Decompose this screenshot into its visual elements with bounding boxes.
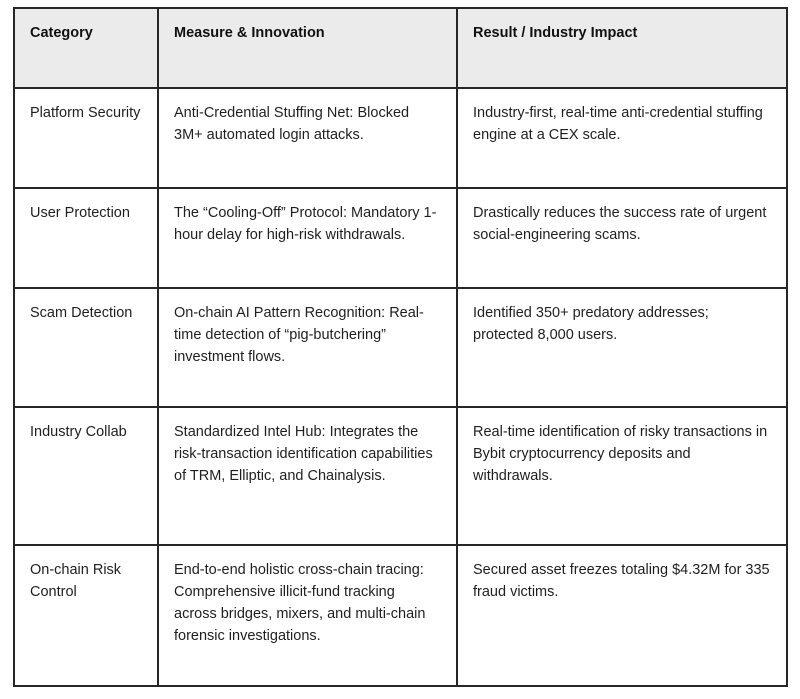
category-cell: Platform Security — [13, 87, 159, 189]
result-cell: Drastically reduces the success rate of … — [456, 187, 788, 289]
table-row: User Protection The “Cooling-Off” Protoc… — [13, 187, 788, 289]
header-category: Category — [13, 7, 159, 89]
measure-cell: Anti-Credential Stuffing Net: Blocked 3M… — [157, 87, 458, 189]
result-cell: Identified 350+ predatory addresses; pro… — [456, 287, 788, 408]
measure-cell: The “Cooling-Off” Protocol: Mandatory 1-… — [157, 187, 458, 289]
header-measure-innovation: Measure & Innovation — [157, 7, 458, 89]
security-measures-table: Category Measure & Innovation Result / I… — [13, 7, 788, 687]
result-cell: Real-time identification of risky transa… — [456, 406, 788, 546]
category-cell: On-chain Risk Control — [13, 544, 159, 687]
measure-cell: On-chain AI Pattern Recognition: Real-ti… — [157, 287, 458, 408]
measure-cell: End-to-end holistic cross-chain tracing:… — [157, 544, 458, 687]
table-row: Industry Collab Standardized Intel Hub: … — [13, 406, 788, 546]
category-cell: Scam Detection — [13, 287, 159, 408]
table-row: On-chain Risk Control End-to-end holisti… — [13, 544, 788, 687]
header-result-industry-impact: Result / Industry Impact — [456, 7, 788, 89]
result-cell: Secured asset freezes totaling $4.32M fo… — [456, 544, 788, 687]
category-cell: Industry Collab — [13, 406, 159, 546]
category-cell: User Protection — [13, 187, 159, 289]
table-header-row: Category Measure & Innovation Result / I… — [13, 7, 788, 89]
table-row: Platform Security Anti-Credential Stuffi… — [13, 87, 788, 189]
result-cell: Industry-first, real-time anti-credentia… — [456, 87, 788, 189]
measure-cell: Standardized Intel Hub: Integrates the r… — [157, 406, 458, 546]
table-row: Scam Detection On-chain AI Pattern Recog… — [13, 287, 788, 408]
